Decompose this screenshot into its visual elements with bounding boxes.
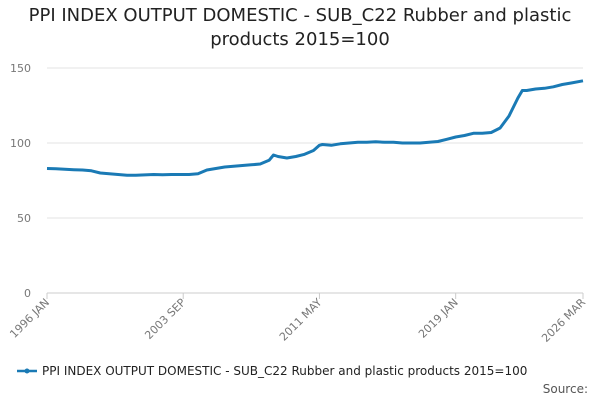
line-series	[46, 79, 584, 177]
x-tick-label: 2019 JAN	[416, 296, 461, 341]
x-tick-label: 2003 SEP	[142, 296, 188, 342]
y-tick-label: 100	[10, 137, 31, 150]
chart-title: PPI INDEX OUTPUT DOMESTIC - SUB_C22 Rubb…	[28, 5, 572, 50]
legend: PPI INDEX OUTPUT DOMESTIC - SUB_C22 Rubb…	[16, 364, 527, 378]
x-tick-label: 1996 JAN	[7, 296, 52, 341]
x-tick-label: 2011 MAY	[277, 296, 325, 344]
y-tick-label: 150	[10, 62, 31, 75]
y-tick-label: 50	[17, 212, 31, 225]
source: Source:	[542, 382, 588, 396]
y-tick-label: 0	[24, 287, 31, 300]
legend-label: PPI INDEX OUTPUT DOMESTIC - SUB_C22 Rubb…	[42, 364, 528, 378]
x-tick-label: 2026 MAR	[539, 296, 588, 345]
legend-swatch	[17, 368, 37, 374]
